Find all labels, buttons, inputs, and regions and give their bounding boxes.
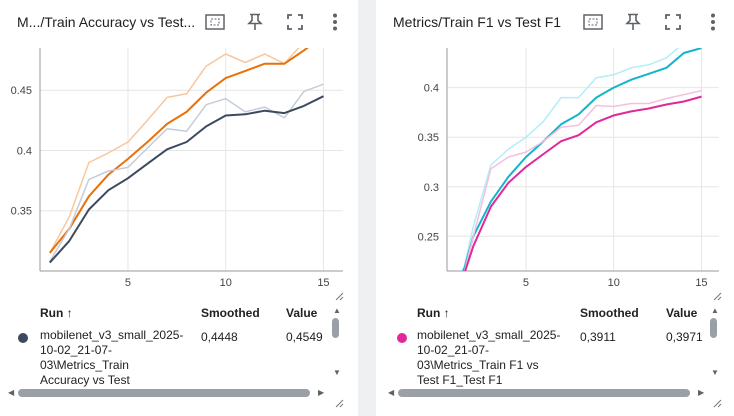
series-line-3: [49, 83, 324, 262]
more-vert-icon[interactable]: [701, 10, 725, 34]
series-line-1: [49, 48, 300, 254]
fullscreen-icon[interactable]: [283, 10, 307, 34]
panel-gap: [358, 0, 376, 416]
smoothed-value: 0,4448: [201, 330, 238, 344]
column-value[interactable]: Value: [286, 306, 318, 320]
smoothed-value: 0,3911: [580, 330, 616, 344]
scroll-right-icon[interactable]: ▶: [698, 388, 705, 397]
run-name: mobilenet_v3_small_2025- 10-02_21-07- 03…: [40, 328, 183, 388]
x-tick-label: 10: [220, 277, 232, 289]
raw-value: 0,4549: [286, 330, 323, 344]
x-tick-label: 5: [125, 277, 131, 289]
more-vert-icon[interactable]: [323, 10, 347, 34]
series-line-2: [49, 48, 309, 254]
scroll-left-icon[interactable]: ◀: [388, 388, 395, 397]
horizontal-scrollbar[interactable]: [18, 389, 310, 397]
scroll-right-icon[interactable]: ▶: [318, 388, 325, 397]
vertical-scrollbar[interactable]: [710, 318, 717, 338]
x-tick-label: 15: [317, 277, 329, 289]
run-name-line: 10-02_21-07-: [40, 343, 113, 357]
run-name-line: Test F1_Test F1: [417, 373, 503, 387]
x-tick-label: 15: [695, 277, 707, 289]
column-smoothed[interactable]: Smoothed: [580, 306, 639, 320]
chart-title: Metrics/Train F1 vs Test F1: [393, 14, 562, 30]
resize-handle-icon[interactable]: [712, 291, 722, 301]
pin-icon[interactable]: [243, 10, 267, 34]
run-name: mobilenet_v3_small_2025- 10-02_21-07- 03…: [417, 328, 560, 388]
column-smoothed[interactable]: Smoothed: [201, 306, 260, 320]
run-color-dot: [18, 333, 28, 343]
scroll-up-icon[interactable]: ▲: [711, 306, 719, 315]
scroll-down-icon[interactable]: ▼: [711, 368, 719, 377]
y-tick-label: 0.4: [424, 83, 439, 95]
scroll-up-icon[interactable]: ▲: [333, 306, 341, 315]
series-line-4: [49, 95, 324, 264]
fit-domain-icon[interactable]: [203, 10, 227, 34]
pin-icon[interactable]: [621, 10, 645, 34]
column-run[interactable]: Run ↑: [417, 306, 450, 320]
run-name-line: 03\Metrics_Train: [40, 358, 129, 372]
run-color-dot: [397, 333, 407, 343]
fit-domain-icon[interactable]: [581, 10, 605, 34]
y-tick-label: 0.45: [11, 85, 32, 97]
vertical-scrollbar[interactable]: [332, 318, 339, 338]
y-tick-label: 0.25: [418, 231, 439, 243]
horizontal-scrollbar[interactable]: [398, 389, 690, 397]
series-line-4: [464, 95, 702, 271]
table-resize-icon[interactable]: [334, 398, 344, 408]
y-tick-label: 0.35: [418, 132, 439, 144]
x-tick-label: 10: [608, 277, 620, 289]
run-name-line: Accuracy vs Test: [40, 373, 130, 387]
chart-card-train-f1: Metrics/Train F1 vs Test F1 5 10 15 0.25 0.3…: [376, 0, 734, 416]
series-line-1: [461, 48, 680, 271]
series-line-2: [461, 48, 702, 271]
chart-card-train-accuracy: M.../Train Accuracy vs Test... 5 10 15 0.35…: [0, 0, 358, 416]
line-chart-f1[interactable]: 5 10 15 0.25 0.3 0.35 0.4: [376, 40, 734, 296]
run-name-line: mobilenet_v3_small_2025-: [40, 328, 184, 342]
run-name-line: mobilenet_v3_small_2025-: [417, 328, 561, 342]
line-chart-accuracy[interactable]: 5 10 15 0.35 0.4 0.45: [0, 40, 358, 296]
chart-title: M.../Train Accuracy vs Test...: [17, 14, 196, 30]
y-tick-label: 0.35: [11, 206, 32, 218]
fullscreen-icon[interactable]: [661, 10, 685, 34]
y-tick-label: 0.3: [424, 182, 439, 194]
x-tick-label: 5: [523, 277, 529, 289]
series-line-3: [463, 89, 702, 271]
scroll-left-icon[interactable]: ◀: [8, 388, 15, 397]
run-name-line: 03\Metrics_Train F1 vs: [417, 358, 539, 372]
column-value[interactable]: Value: [666, 306, 698, 320]
raw-value: 0,3971: [666, 330, 703, 344]
scroll-down-icon[interactable]: ▼: [333, 368, 341, 377]
resize-handle-icon[interactable]: [334, 291, 344, 301]
table-resize-icon[interactable]: [712, 398, 722, 408]
y-tick-label: 0.4: [17, 145, 32, 157]
run-name-line: 10-02_21-07-: [417, 343, 490, 357]
column-run[interactable]: Run ↑: [40, 306, 73, 320]
